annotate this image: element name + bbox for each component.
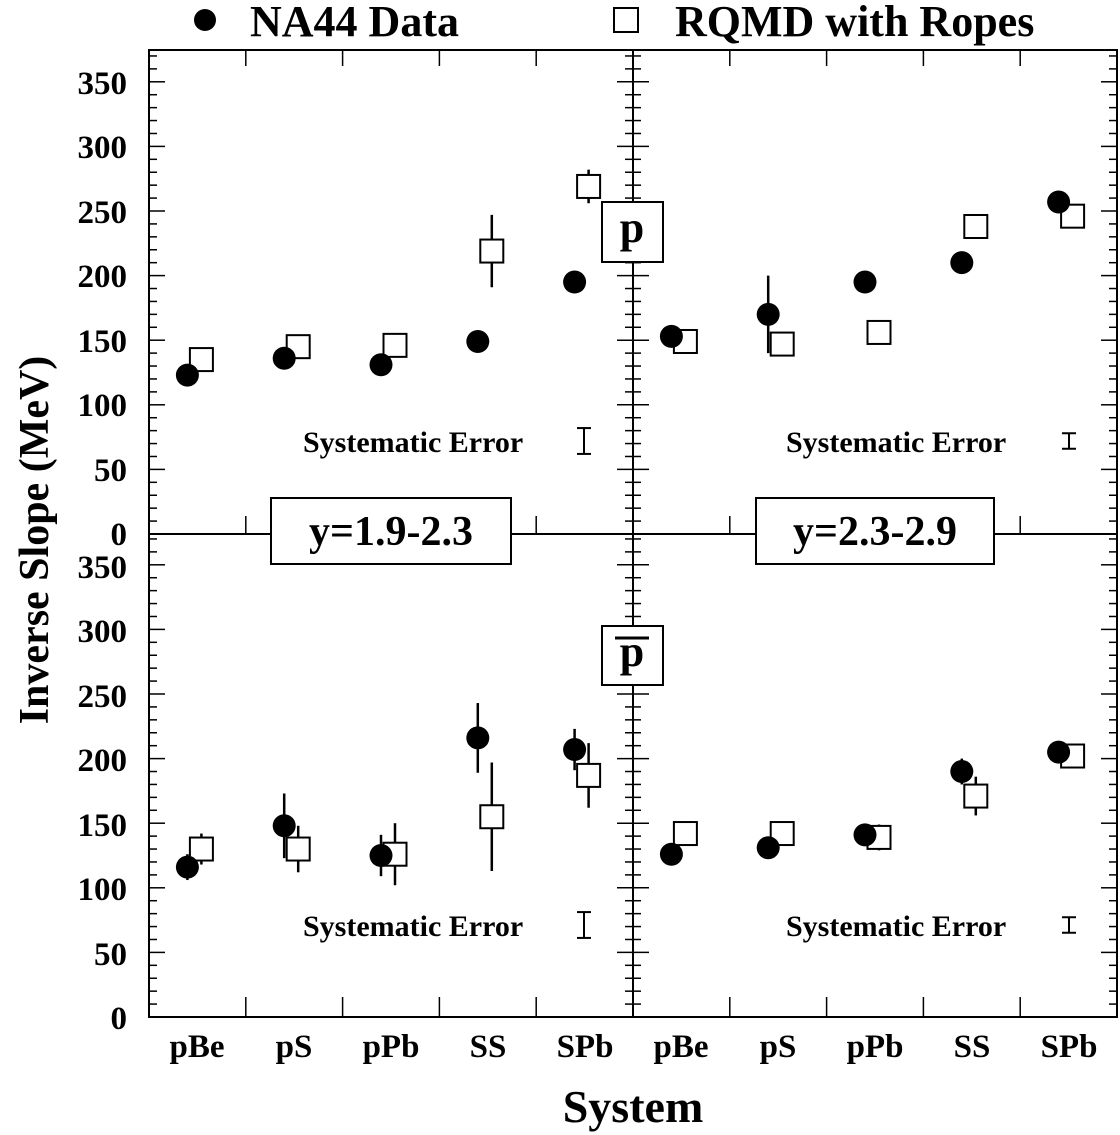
model-point-top-right-pPb <box>866 319 892 345</box>
xtick-left-spb: SPb <box>557 1029 614 1065</box>
xtick-right-ppb: pPb <box>847 1029 904 1065</box>
systematic-error-label-bottom-left: Systematic Error <box>303 910 523 943</box>
ytick-top-300: 300 <box>78 130 128 166</box>
ytick-bottom-50: 50 <box>94 937 127 973</box>
data-point-top-right-SS <box>950 251 974 275</box>
particle-label-bottom: p <box>601 625 664 686</box>
model-point-top-left-pBe <box>188 347 214 373</box>
model-point-bottom-right-pS <box>769 821 795 847</box>
ytick-bottom-250: 250 <box>78 679 128 715</box>
x-tick-labels-left: pBe pS pPb SS SPb <box>169 1029 613 1065</box>
xtick-right-spb: SPb <box>1041 1029 1098 1065</box>
model-point-top-right-SS <box>963 214 989 240</box>
chart-marks <box>175 169 1086 939</box>
ytick-top-0: 0 <box>111 517 128 553</box>
rapidity-box-left <box>270 497 512 565</box>
ytick-bottom-150: 150 <box>78 808 128 844</box>
data-point-top-left-pPb <box>369 353 393 377</box>
ytick-top-200: 200 <box>78 259 128 295</box>
data-point-top-right-pPb <box>853 270 877 294</box>
systematic-error-label-top-left: Systematic Error <box>303 426 523 459</box>
x-tick-labels-right: pBe pS pPb SS SPb <box>653 1029 1097 1065</box>
rapidity-label-right: y=2.3-2.9 <box>755 497 995 565</box>
xtick-left-pbe: pBe <box>169 1029 224 1065</box>
systematic-error-bar-top-right <box>1062 432 1076 450</box>
model-point-bottom-right-SS <box>963 783 989 809</box>
ytick-bottom-350: 350 <box>78 550 128 586</box>
x-axis-label: System <box>563 1081 704 1132</box>
legend-data-marker <box>194 9 216 31</box>
y-axis-label: Inverse Slope (MeV) <box>12 356 58 725</box>
rapidity-box-right <box>755 497 995 565</box>
data-point-bottom-right-SPb <box>1047 740 1071 764</box>
ytick-bottom-200: 200 <box>78 743 128 779</box>
systematic-error-label-top-right: Systematic Error <box>786 426 1006 459</box>
xtick-left-ps: pS <box>276 1029 313 1065</box>
model-point-top-right-pS <box>769 331 795 357</box>
data-point-bottom-left-pPb <box>369 844 393 867</box>
legend-model-label: RQMD with Ropes <box>675 0 1034 46</box>
model-point-top-left-SPb <box>576 173 602 199</box>
data-point-top-left-SS <box>466 329 490 353</box>
ytick-top-350: 350 <box>78 66 128 102</box>
systematic-error-bar-bottom-left <box>577 911 591 939</box>
ytick-top-100: 100 <box>78 388 128 424</box>
model-point-bottom-left-SS <box>479 804 505 830</box>
data-point-bottom-left-pBe <box>175 855 199 879</box>
particle-text-top: p <box>620 203 644 252</box>
ytick-bottom-100: 100 <box>78 872 128 908</box>
model-point-bottom-left-pS <box>285 836 311 862</box>
rapidity-label-left: y=1.9-2.3 <box>270 497 512 565</box>
model-point-bottom-left-pBe <box>188 836 214 862</box>
data-point-top-right-pS <box>756 302 780 326</box>
model-point-bottom-left-SPb <box>576 762 602 788</box>
data-point-bottom-left-pS <box>272 814 296 838</box>
legend: NA44 Data RQMD with Ropes <box>194 0 1034 46</box>
model-point-top-left-SS <box>479 238 505 264</box>
model-point-top-left-pPb <box>382 332 408 358</box>
systematic-error-bar-bottom-right <box>1062 916 1076 934</box>
data-point-top-left-pS <box>272 346 296 370</box>
rapidity-text-right: y=2.3-2.9 <box>793 509 957 555</box>
particle-label-top: p <box>601 201 664 263</box>
model-point-bottom-right-pBe <box>672 821 698 847</box>
rapidity-text-left: y=1.9-2.3 <box>309 509 473 555</box>
xtick-right-ss: SS <box>954 1029 991 1065</box>
data-point-top-left-pBe <box>175 363 199 387</box>
xtick-left-ppb: pPb <box>363 1029 420 1065</box>
data-point-top-right-pBe <box>659 324 683 348</box>
data-point-bottom-right-SS <box>950 760 974 784</box>
data-point-top-left-SPb <box>563 270 587 294</box>
data-point-bottom-left-SS <box>466 726 490 750</box>
particle-box-bottom <box>601 625 664 686</box>
legend-model-marker <box>613 7 639 33</box>
y-tick-labels-bottom: 0 50 100 150 200 250 300 350 <box>78 550 128 1037</box>
data-point-bottom-right-pBe <box>659 842 683 866</box>
ytick-top-250: 250 <box>78 195 128 231</box>
systematic-error-bar-top-left <box>577 427 591 455</box>
ytick-bottom-0: 0 <box>111 1001 128 1037</box>
model-point-top-right-SPb <box>1060 203 1086 229</box>
ytick-bottom-300: 300 <box>78 614 128 650</box>
ytick-top-150: 150 <box>78 324 128 360</box>
xtick-right-pbe: pBe <box>653 1029 708 1065</box>
data-point-bottom-right-pPb <box>853 823 877 847</box>
y-tick-labels-top: 0 50 100 150 200 250 300 350 <box>78 66 128 553</box>
systematic-error-label-bottom-right: Systematic Error <box>786 910 1006 943</box>
legend-data-label: NA44 Data <box>250 0 459 46</box>
particle-text-bottom: p <box>620 627 644 676</box>
data-point-top-right-SPb <box>1047 190 1071 214</box>
data-point-bottom-left-SPb <box>563 738 587 762</box>
ytick-top-50: 50 <box>94 453 127 489</box>
particle-box-top <box>601 201 664 263</box>
xtick-left-ss: SS <box>470 1029 507 1065</box>
data-point-bottom-right-pS <box>756 836 780 860</box>
xtick-right-ps: pS <box>760 1029 797 1065</box>
